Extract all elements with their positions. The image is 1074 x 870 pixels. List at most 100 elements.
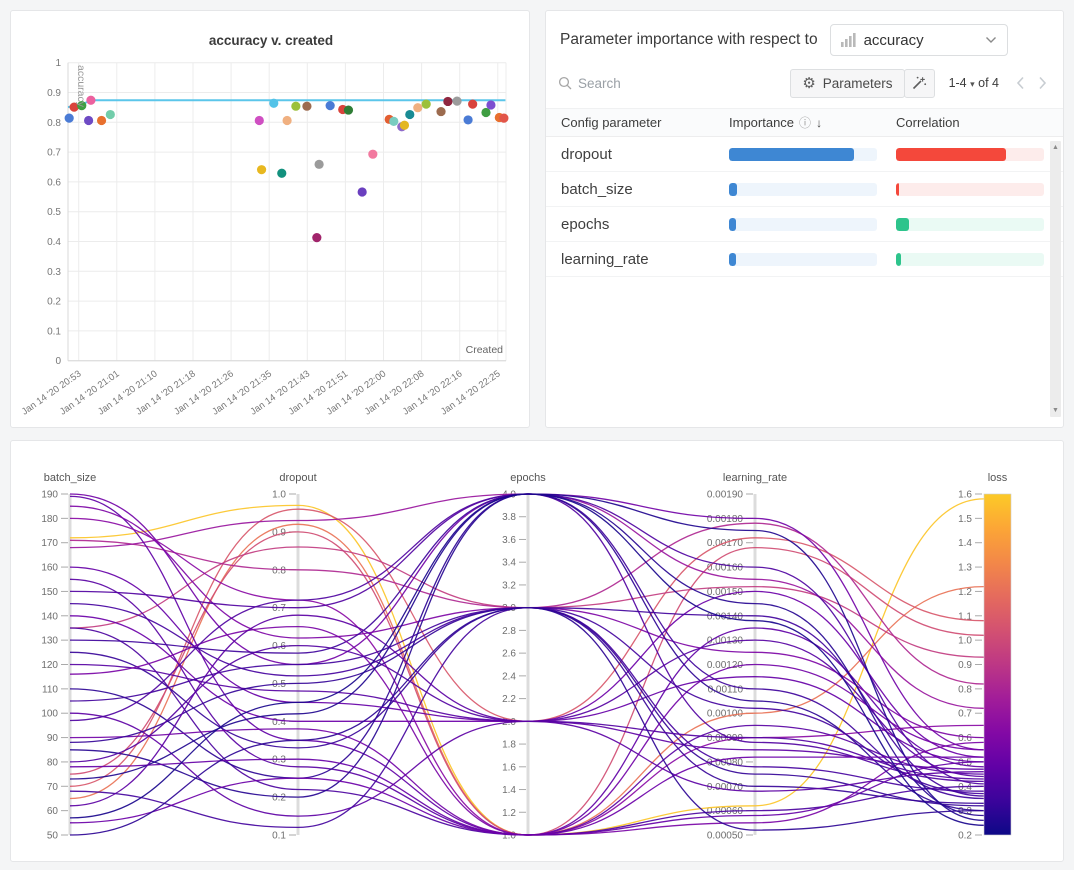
scatter-point[interactable] xyxy=(326,101,335,110)
axis-tick-label: 1.4 xyxy=(958,538,972,549)
scatter-point[interactable] xyxy=(315,160,324,169)
y-tick-label: 0.7 xyxy=(47,148,61,159)
table-row-dropout[interactable]: dropout xyxy=(546,137,1063,172)
importance-bar-fill xyxy=(729,183,737,196)
axis-tick-label: 0.2 xyxy=(272,793,286,804)
axis-tick-label: 1.5 xyxy=(958,514,972,525)
scatter-point[interactable] xyxy=(283,116,292,125)
axis-title-dropout: dropout xyxy=(279,472,316,484)
scatter-chart-panel: 00.10.20.30.40.50.60.70.80.91Jan 14 '20 … xyxy=(10,10,530,428)
axis-title-epochs: epochs xyxy=(510,472,546,484)
metric-dropdown[interactable]: accuracy xyxy=(830,24,1008,56)
scatter-point[interactable] xyxy=(257,165,266,174)
correlation-bar xyxy=(896,253,1044,266)
scatter-point[interactable] xyxy=(312,233,321,242)
table-row-batch_size[interactable]: batch_size xyxy=(546,172,1063,207)
axis-tick-label: 3.8 xyxy=(502,512,516,523)
table-scrollbar[interactable]: ▲ ▼ xyxy=(1050,141,1061,417)
scatter-point[interactable] xyxy=(269,99,278,108)
axis-tick-label: 1.8 xyxy=(502,740,516,751)
scroll-up-icon[interactable]: ▲ xyxy=(1050,144,1061,151)
axis-tick-label: 2.4 xyxy=(502,671,516,682)
scroll-down-icon[interactable]: ▼ xyxy=(1050,407,1061,414)
axis-tick-label: 1.3 xyxy=(958,563,972,574)
pagination[interactable]: 1-4 ▾ of 4 xyxy=(949,76,999,90)
scatter-point[interactable] xyxy=(291,102,300,111)
parameters-button-label: Parameters xyxy=(823,76,893,91)
axis-tick-label: 0.8 xyxy=(272,565,286,576)
scatter-point[interactable] xyxy=(436,107,445,116)
axis-tick-label: 1.0 xyxy=(958,636,972,647)
axis-tick-label: 3.4 xyxy=(502,558,516,569)
axis-tick-label: 140 xyxy=(41,611,58,622)
magic-wand-button[interactable] xyxy=(904,69,935,98)
axis-tick-label: 0.7 xyxy=(958,709,972,720)
max-accuracy-line[interactable] xyxy=(68,100,505,107)
axis-tick-label: 70 xyxy=(47,782,59,793)
scatter-point[interactable] xyxy=(443,97,452,106)
config-parameter-name: batch_size xyxy=(561,181,729,198)
table-row-learning_rate[interactable]: learning_rate xyxy=(546,242,1063,277)
y-tick-label: 0.3 xyxy=(47,267,61,278)
importance-bar-fill xyxy=(729,253,736,266)
scatter-point[interactable] xyxy=(106,110,115,119)
scatter-point[interactable] xyxy=(422,100,431,109)
scatter-chart: 00.10.20.30.40.50.60.70.80.91Jan 14 '20 … xyxy=(11,11,529,427)
pagination-total: of 4 xyxy=(978,76,999,90)
col-header-importance[interactable]: Importance ⓘ ↓ xyxy=(729,114,896,131)
scatter-point[interactable] xyxy=(413,103,422,112)
y-tick-label: 0.5 xyxy=(47,207,61,218)
chart-title: accuracy v. created xyxy=(209,33,333,48)
scatter-point[interactable] xyxy=(65,114,74,123)
scatter-point[interactable] xyxy=(463,115,472,124)
scatter-point[interactable] xyxy=(405,110,414,119)
scatter-point[interactable] xyxy=(344,105,353,114)
scatter-point[interactable] xyxy=(84,116,93,125)
correlation-bar-fill xyxy=(896,218,909,231)
search-box[interactable] xyxy=(558,76,790,91)
scatter-point[interactable] xyxy=(358,187,367,196)
next-page-button[interactable] xyxy=(1031,72,1053,94)
table-header-row: Config parameter Importance ⓘ ↓ Correlat… xyxy=(546,108,1063,137)
config-parameter-name: dropout xyxy=(561,146,729,163)
prev-page-button[interactable] xyxy=(1009,72,1031,94)
axis-title-batch_size: batch_size xyxy=(44,472,97,484)
scatter-point[interactable] xyxy=(400,121,409,130)
scatter-point[interactable] xyxy=(468,100,477,109)
table-row-epochs[interactable]: epochs xyxy=(546,207,1063,242)
col-header-parameter: Config parameter xyxy=(561,115,729,130)
info-icon[interactable]: ⓘ xyxy=(799,114,811,131)
scatter-point[interactable] xyxy=(97,116,106,125)
scatter-point[interactable] xyxy=(277,169,286,178)
axis-tick-label: 50 xyxy=(47,831,59,842)
axis-tick-label: 60 xyxy=(47,806,59,817)
y-tick-label: 0.8 xyxy=(47,118,61,129)
scatter-point[interactable] xyxy=(486,100,495,109)
config-parameter-name: learning_rate xyxy=(561,251,729,268)
scatter-point[interactable] xyxy=(452,97,461,106)
axis-tick-label: 1.2 xyxy=(502,808,516,819)
correlation-bar-fill xyxy=(896,253,901,266)
axis-tick-label: 1.4 xyxy=(502,785,516,796)
scatter-point[interactable] xyxy=(302,102,311,111)
col-header-correlation[interactable]: Correlation xyxy=(896,115,1063,130)
axis-tick-label: 3.2 xyxy=(502,580,516,591)
scatter-point[interactable] xyxy=(499,114,508,123)
search-input[interactable] xyxy=(578,76,708,91)
y-tick-label: 0.9 xyxy=(47,88,61,99)
scatter-point[interactable] xyxy=(368,150,377,159)
panel-header: Parameter importance with respect to acc… xyxy=(546,11,1063,56)
config-parameter-name: epochs xyxy=(561,216,729,233)
axis-tick-label: 110 xyxy=(42,684,58,695)
table-body: dropout batch_sizeepochs learning_rate xyxy=(546,137,1063,277)
axis-tick-label: 1.6 xyxy=(958,490,972,501)
metric-dropdown-value: accuracy xyxy=(864,32,985,49)
axis-tick-label: 1.6 xyxy=(502,762,516,773)
scatter-point[interactable] xyxy=(389,117,398,126)
importance-bar-fill xyxy=(729,148,854,161)
parameters-button[interactable]: ⚙ Parameters xyxy=(790,69,904,98)
axis-tick-label: 0.9 xyxy=(958,660,972,671)
parallel-coordinates-panel: batch_size506070809010011012013014015016… xyxy=(10,440,1064,862)
scatter-point[interactable] xyxy=(255,116,264,125)
dashboard-page: 00.10.20.30.40.50.60.70.80.91Jan 14 '20 … xyxy=(0,0,1074,870)
